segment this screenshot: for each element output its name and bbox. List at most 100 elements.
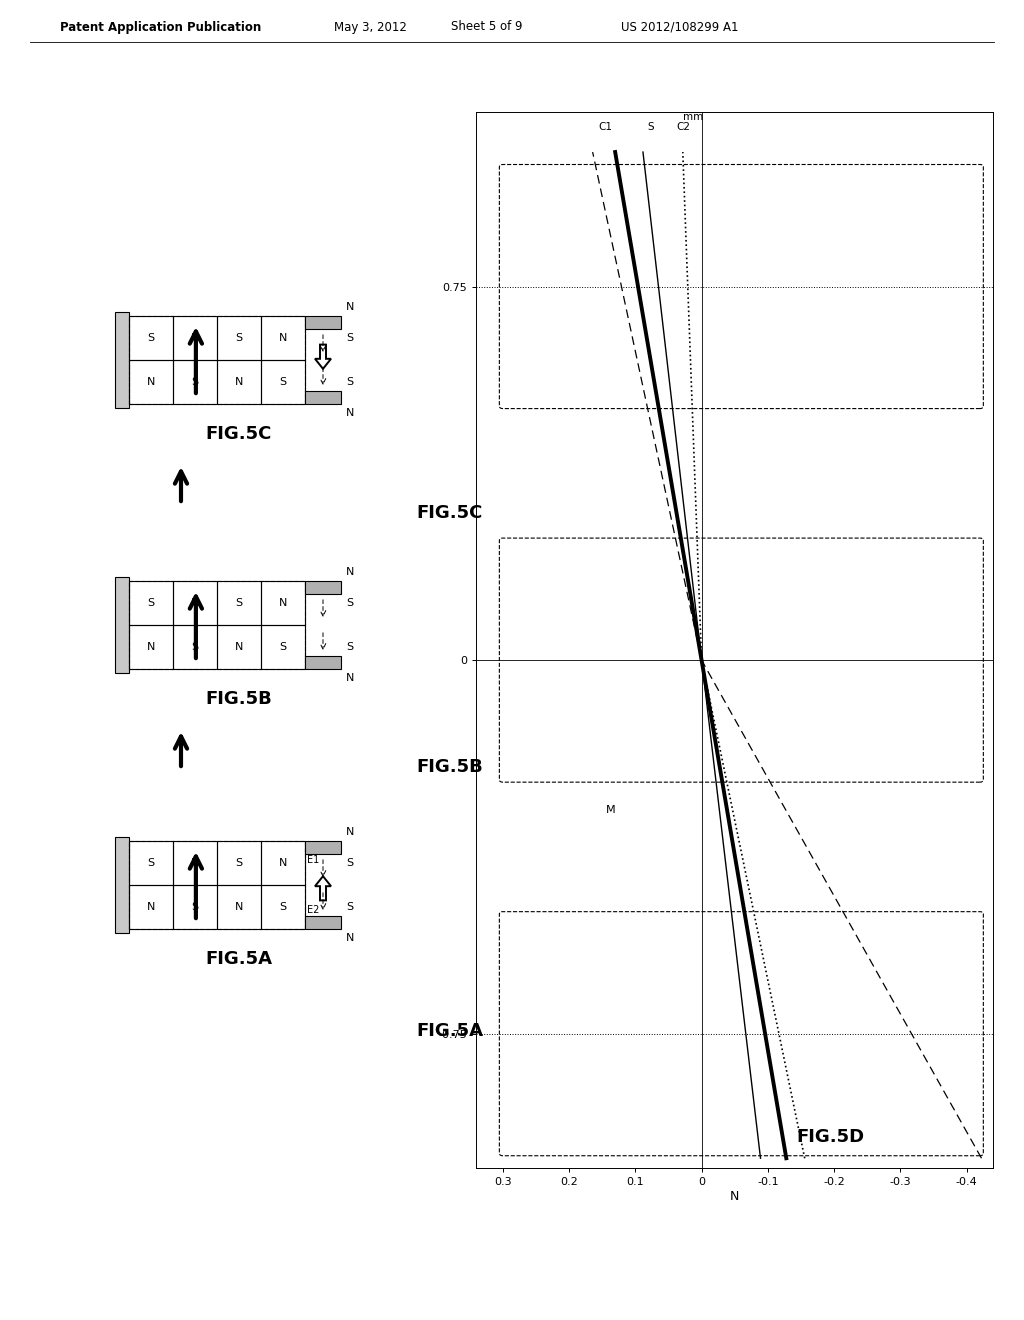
X-axis label: N: N — [730, 1191, 739, 1203]
Text: S: S — [236, 598, 243, 609]
Bar — [129, 581, 173, 624]
Text: S: S — [191, 378, 199, 387]
Text: S: S — [346, 378, 353, 387]
Bar — [217, 581, 261, 624]
M — [613, 169, 626, 185]
Bar — [261, 581, 305, 624]
Text: S: S — [346, 333, 353, 343]
Text: S: S — [147, 598, 155, 609]
Bar — [173, 624, 217, 669]
S — [684, 552, 696, 568]
S — [697, 672, 710, 688]
C2 — [699, 672, 712, 688]
C2 — [677, 144, 689, 160]
M — [640, 326, 652, 342]
S — [755, 1150, 767, 1166]
C1 — [685, 606, 697, 622]
M — [678, 552, 690, 568]
Text: M: M — [606, 805, 615, 814]
Text: N: N — [190, 598, 200, 609]
S — [690, 606, 702, 622]
Bar — [217, 884, 261, 929]
C1 — [975, 1150, 987, 1166]
Text: S: S — [346, 642, 353, 652]
M — [687, 606, 699, 622]
Text: E1: E1 — [307, 855, 319, 865]
Text: Sheet 5 of 9: Sheet 5 of 9 — [452, 21, 522, 33]
Text: N: N — [190, 858, 200, 869]
Bar — [129, 315, 305, 404]
Bar — [129, 624, 173, 669]
Text: S: S — [346, 902, 353, 912]
Bar — [129, 360, 173, 404]
Text: May 3, 2012: May 3, 2012 — [334, 21, 407, 33]
Bar — [261, 884, 305, 929]
S — [637, 144, 649, 160]
Bar — [305, 581, 341, 594]
C1 — [592, 169, 604, 185]
Text: C1: C1 — [598, 123, 612, 132]
Text: S: S — [191, 642, 199, 652]
Text: US 2012/108299 A1: US 2012/108299 A1 — [622, 21, 738, 33]
Text: S: S — [346, 858, 353, 869]
S — [697, 667, 710, 682]
Bar — [129, 841, 305, 929]
C1 — [626, 326, 638, 342]
Text: N: N — [279, 598, 287, 609]
Bar — [217, 315, 261, 360]
Text: S: S — [236, 858, 243, 869]
Text: S: S — [147, 858, 155, 869]
Bar — [129, 884, 173, 929]
Text: S: S — [191, 902, 199, 912]
Text: N: N — [279, 858, 287, 869]
S — [640, 169, 652, 185]
Bar — [305, 391, 341, 404]
Text: N: N — [346, 828, 354, 837]
Bar — [261, 315, 305, 360]
Text: FIG.5B: FIG.5B — [417, 758, 483, 776]
S — [657, 326, 670, 342]
Bar — [129, 841, 173, 884]
Line: C1: C1 — [593, 152, 981, 1158]
C2 — [698, 667, 711, 682]
Bar — [305, 916, 341, 929]
M — [780, 1150, 793, 1166]
Text: N: N — [279, 333, 287, 343]
Text: mm: mm — [683, 112, 703, 123]
Text: S: S — [236, 333, 243, 343]
Bar — [217, 360, 261, 404]
C1 — [703, 667, 716, 682]
C2 — [683, 326, 695, 342]
Text: N: N — [190, 333, 200, 343]
Bar — [305, 656, 341, 669]
Bar — [305, 315, 341, 329]
Text: S: S — [280, 642, 287, 652]
Text: N: N — [146, 378, 156, 387]
Bar — [173, 841, 217, 884]
Text: N: N — [146, 902, 156, 912]
Bar — [261, 360, 305, 404]
Bar — [305, 841, 341, 854]
Bar — [261, 841, 305, 884]
Text: N: N — [234, 378, 243, 387]
Bar — [129, 315, 173, 360]
Bar — [115, 312, 129, 408]
Text: S: S — [346, 598, 353, 609]
Text: N: N — [234, 902, 243, 912]
C2 — [678, 169, 690, 185]
C1 — [707, 672, 719, 688]
M — [609, 144, 622, 160]
Text: C2: C2 — [676, 123, 690, 132]
C1 — [674, 552, 686, 568]
Line: S: S — [643, 152, 761, 1158]
Bar — [173, 884, 217, 929]
Text: N: N — [346, 302, 354, 312]
C2 — [691, 552, 703, 568]
Text: N: N — [346, 933, 354, 942]
Text: Patent Application Publication: Patent Application Publication — [60, 21, 261, 33]
Text: FIG.5C: FIG.5C — [417, 504, 483, 523]
M — [697, 667, 710, 682]
Text: N: N — [346, 408, 354, 418]
Bar — [261, 624, 305, 669]
Bar — [115, 577, 129, 673]
